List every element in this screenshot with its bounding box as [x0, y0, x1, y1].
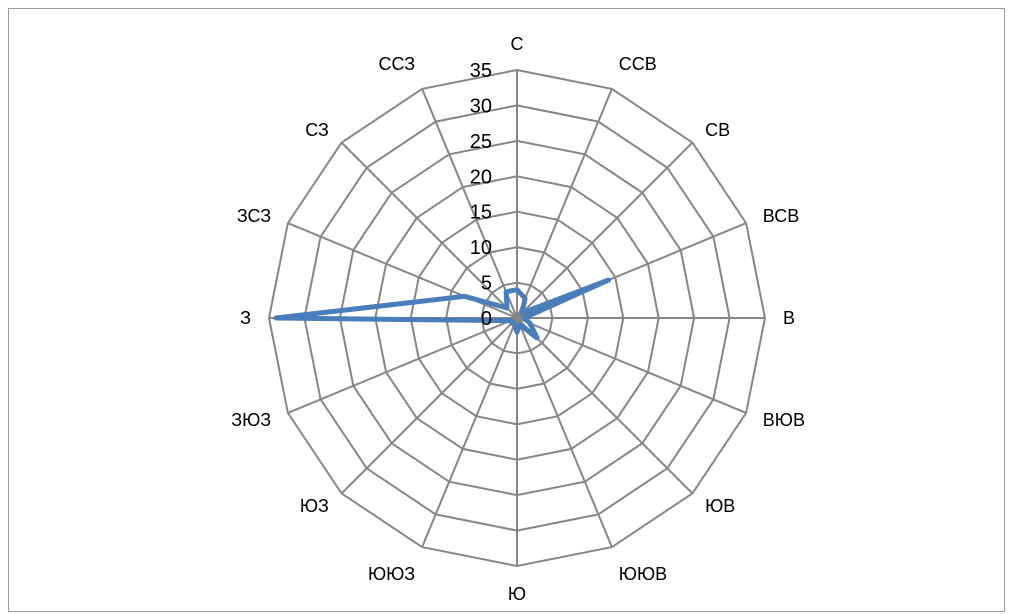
category-label-6: ЮВ: [705, 496, 735, 516]
category-label-15: ССЗ: [379, 54, 416, 74]
category-label-0: С: [511, 34, 524, 54]
spoke-15: [421, 88, 518, 319]
category-label-11: ЗЮЗ: [231, 410, 271, 430]
spoke-5: [516, 317, 747, 414]
category-label-8: Ю: [508, 584, 526, 604]
category-label-9: ЮЮЗ: [368, 564, 415, 584]
tick-label-0: 0: [481, 308, 492, 330]
tick-label-7: 35: [470, 60, 492, 82]
category-label-10: ЮЗ: [300, 496, 329, 516]
category-label-2: СВ: [705, 120, 730, 140]
category-label-3: ВСВ: [763, 206, 799, 226]
tick-label-3: 15: [470, 202, 492, 224]
category-label-5: ВЮВ: [763, 410, 805, 430]
category-labels: С ССВ СВ ВСВ В ВЮВ ЮВ ЮЮВ Ю ЮЮЗ ЮЗ ЗЮЗ З ЗСЗ СЗ ССЗ: [231, 34, 805, 604]
category-label-1: ССВ: [619, 54, 657, 74]
category-label-13: ЗСЗ: [237, 206, 271, 226]
category-label-14: СЗ: [305, 120, 329, 140]
spoke-7: [516, 317, 613, 548]
tick-label-5: 25: [470, 131, 492, 153]
spoke-14: [340, 141, 518, 319]
category-label-7: ЮЮВ: [619, 564, 667, 584]
series-layer: [273, 277, 612, 341]
tick-label-2: 10: [470, 237, 492, 259]
spoke-10: [340, 317, 518, 495]
tick-label-4: 20: [470, 166, 492, 188]
series-line-0: [273, 277, 612, 341]
tick-label-1: 5: [481, 273, 492, 295]
spoke-6: [516, 317, 694, 495]
spoke-11: [287, 317, 518, 414]
spoke-9: [421, 317, 518, 548]
category-label-4: В: [783, 308, 795, 328]
spoke-2: [516, 141, 694, 319]
tick-label-6: 30: [470, 95, 492, 117]
tick-labels: 0 5 10 15 20 25 30 35: [470, 60, 492, 330]
spoke-1: [516, 88, 613, 319]
category-label-12: З: [240, 308, 251, 328]
